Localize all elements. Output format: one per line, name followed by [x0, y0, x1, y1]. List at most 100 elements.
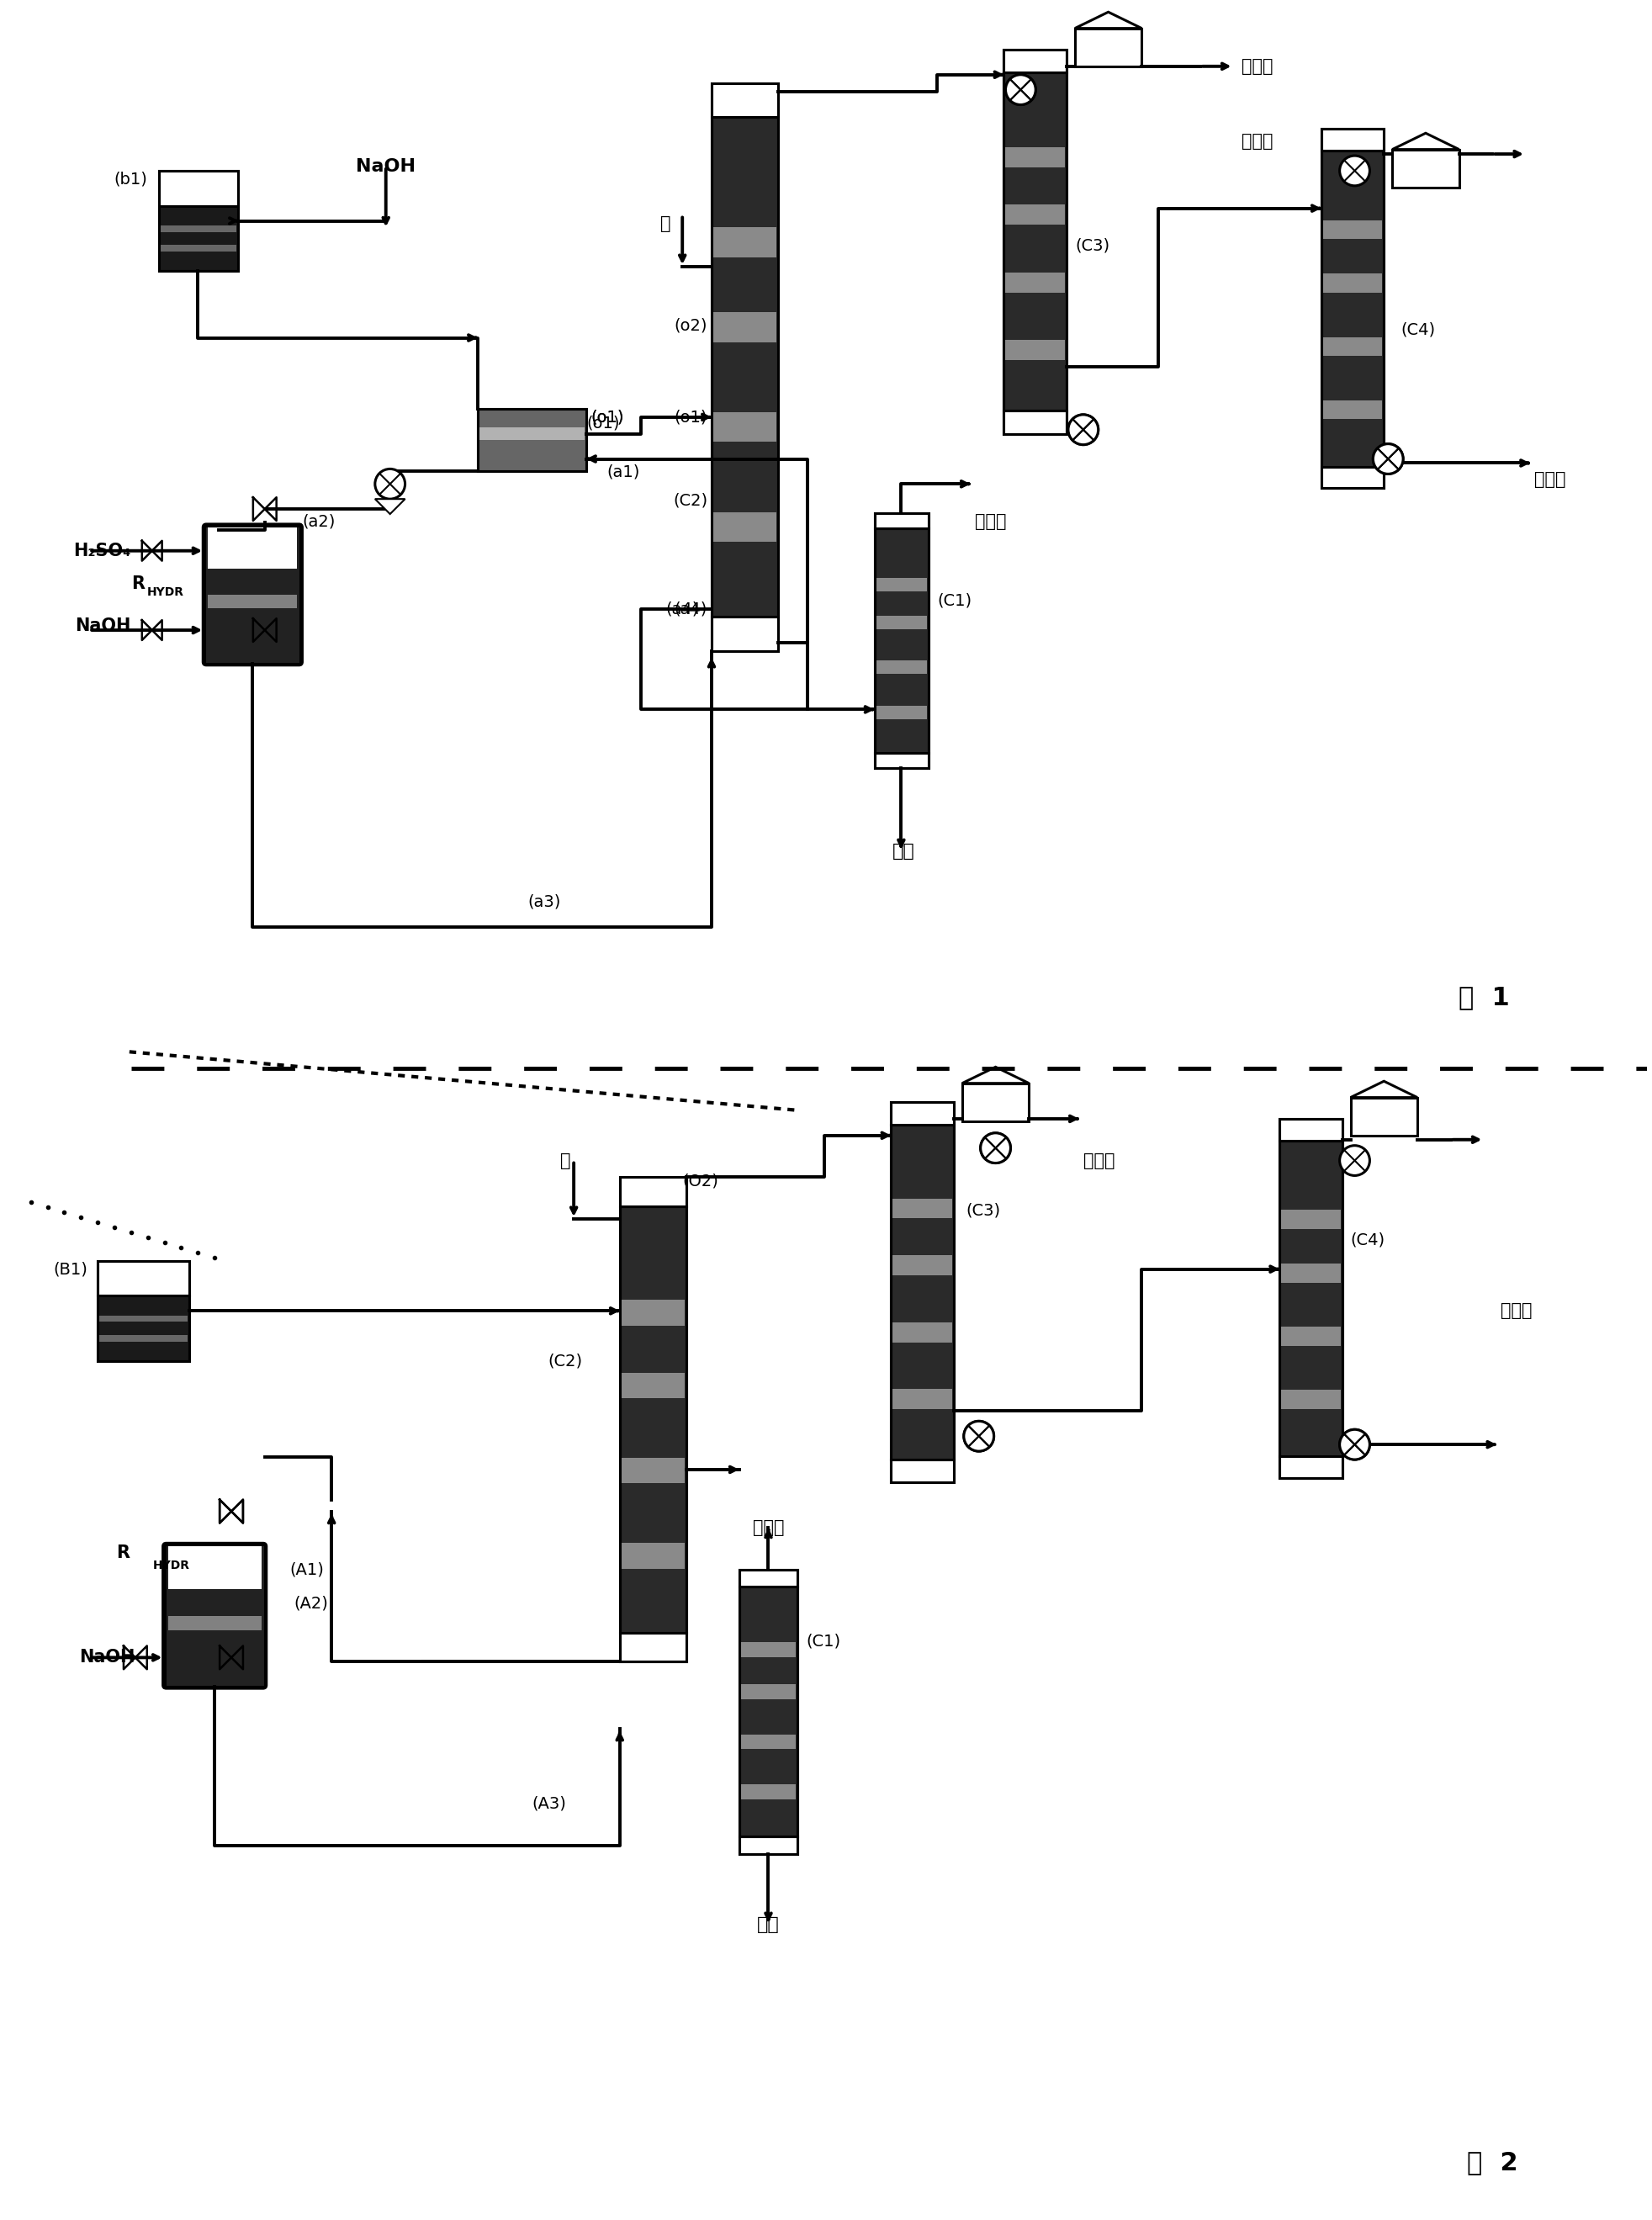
Bar — [961, 1083, 1029, 1121]
Circle shape — [1067, 415, 1097, 444]
Polygon shape — [1350, 1081, 1417, 1097]
Bar — [1320, 466, 1383, 488]
Circle shape — [980, 1132, 1009, 1163]
Bar — [1003, 49, 1066, 433]
Bar — [621, 1301, 684, 1325]
Bar — [1280, 1263, 1340, 1283]
Circle shape — [963, 1421, 993, 1452]
Text: 至反应: 至反应 — [1241, 58, 1272, 75]
Polygon shape — [1074, 11, 1142, 29]
Text: (o2): (o2) — [674, 317, 707, 333]
Circle shape — [1373, 444, 1403, 473]
Bar — [1320, 129, 1383, 488]
Bar — [740, 1785, 796, 1798]
Bar — [160, 226, 236, 231]
Text: NaOH: NaOH — [79, 1649, 135, 1665]
Text: (B1): (B1) — [53, 1261, 88, 1276]
Text: H₂SO₄: H₂SO₄ — [74, 542, 131, 559]
Text: HYDR: HYDR — [152, 1561, 190, 1572]
Bar — [876, 662, 927, 675]
Text: (a2): (a2) — [302, 513, 335, 531]
Bar — [738, 1570, 798, 1587]
Circle shape — [1004, 75, 1036, 104]
Text: 水: 水 — [661, 215, 671, 231]
Text: (a3): (a3) — [527, 895, 560, 910]
Bar — [97, 1296, 190, 1361]
Bar — [1004, 273, 1064, 293]
Text: (o1): (o1) — [590, 408, 623, 424]
Text: (o1): (o1) — [674, 408, 707, 424]
Bar — [1280, 1390, 1340, 1410]
Bar — [621, 1543, 684, 1570]
Bar — [738, 1587, 798, 1836]
Bar — [1320, 151, 1383, 466]
Bar — [1279, 1141, 1341, 1456]
Bar — [621, 1459, 684, 1483]
Bar — [874, 528, 928, 753]
Bar — [97, 1261, 190, 1296]
Bar — [876, 615, 927, 628]
Circle shape — [1004, 75, 1036, 104]
Bar — [712, 118, 778, 617]
Text: (C4): (C4) — [1399, 322, 1434, 337]
Bar — [97, 1261, 190, 1361]
Bar — [1350, 1097, 1417, 1134]
Bar — [159, 206, 238, 271]
Bar — [1279, 1456, 1341, 1479]
Bar — [1004, 147, 1064, 166]
Text: (a4): (a4) — [674, 602, 707, 617]
Bar — [99, 1316, 188, 1321]
Bar — [1322, 220, 1381, 240]
Bar — [892, 1254, 952, 1274]
Text: (b1): (b1) — [114, 171, 147, 186]
Bar — [712, 82, 778, 650]
Text: (C1): (C1) — [806, 1634, 841, 1649]
Bar — [1280, 1328, 1340, 1345]
Bar — [477, 408, 586, 471]
Polygon shape — [1391, 133, 1459, 149]
Bar — [738, 1570, 798, 1854]
Circle shape — [1067, 415, 1097, 444]
Bar — [740, 1685, 796, 1698]
Bar — [740, 1643, 796, 1656]
Bar — [714, 413, 776, 442]
Circle shape — [1373, 444, 1403, 473]
Bar — [1004, 204, 1064, 224]
Bar — [1074, 29, 1142, 67]
Bar — [621, 1372, 684, 1399]
Bar — [477, 408, 586, 471]
Circle shape — [1340, 1146, 1370, 1177]
Bar — [874, 513, 928, 528]
Bar — [874, 753, 928, 768]
Text: (C2): (C2) — [547, 1352, 582, 1370]
Bar — [208, 595, 297, 608]
Bar — [1003, 411, 1066, 433]
Text: 至反应: 至反应 — [1082, 1152, 1113, 1170]
Circle shape — [963, 1421, 993, 1452]
Polygon shape — [375, 500, 405, 515]
Text: 废水: 废水 — [757, 1916, 780, 1934]
Text: 至反应: 至反应 — [975, 513, 1006, 531]
Bar — [208, 528, 297, 568]
Bar — [892, 1199, 952, 1219]
Bar — [712, 617, 778, 650]
Text: (C3): (C3) — [1074, 238, 1108, 253]
Bar — [159, 171, 238, 206]
Bar — [620, 1177, 686, 1663]
Bar — [1320, 129, 1383, 151]
Bar — [714, 513, 776, 542]
Text: 废水: 废水 — [892, 844, 915, 859]
Text: (C4): (C4) — [1350, 1232, 1384, 1248]
Bar — [714, 313, 776, 342]
Text: (a4): (a4) — [666, 602, 699, 617]
Bar — [169, 1547, 261, 1590]
Bar — [1279, 1119, 1341, 1141]
Text: 重产物: 重产物 — [1533, 471, 1564, 488]
Circle shape — [375, 468, 405, 500]
Bar — [620, 1177, 686, 1205]
Text: 图  1: 图 1 — [1457, 986, 1508, 1010]
Text: 至反应: 至反应 — [1241, 133, 1272, 151]
Text: (O2): (O2) — [682, 1174, 719, 1190]
Bar — [620, 1632, 686, 1663]
Bar — [1279, 1119, 1341, 1479]
